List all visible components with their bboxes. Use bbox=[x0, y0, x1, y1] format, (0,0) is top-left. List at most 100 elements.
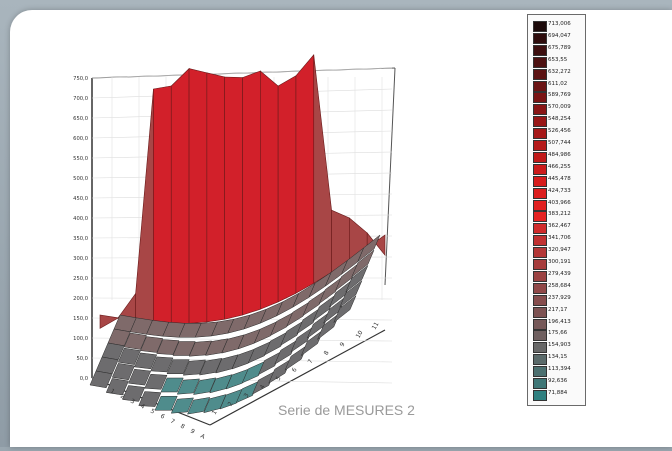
surface-patch bbox=[170, 397, 194, 414]
legend-label: 548,254 bbox=[548, 116, 571, 123]
y-tick-label: 2 bbox=[119, 393, 126, 401]
surface-patch bbox=[296, 308, 320, 335]
surface-patch bbox=[138, 391, 162, 407]
legend-entry: 713,006 bbox=[533, 20, 583, 32]
x-tick-label: 4 bbox=[259, 384, 267, 391]
y-tick-label: 5 bbox=[149, 408, 156, 416]
legend-label: 300,191 bbox=[548, 259, 571, 265]
legend-swatch bbox=[533, 318, 547, 330]
legend-label: 71,884 bbox=[548, 389, 568, 396]
legend-label: 713,006 bbox=[548, 21, 571, 27]
legend-entry: 175,66 bbox=[533, 329, 583, 342]
legend-label: 694,047 bbox=[548, 32, 571, 39]
legend-entry: 589,769 bbox=[533, 91, 583, 104]
surface-patch bbox=[263, 331, 288, 356]
surface-patch bbox=[135, 88, 154, 323]
legend-label: 92,636 bbox=[548, 378, 568, 384]
legend-label: 154,903 bbox=[548, 342, 571, 349]
legend-label: 526,456 bbox=[548, 128, 571, 135]
surface-patch bbox=[187, 397, 211, 415]
back-right-edge bbox=[384, 67, 396, 286]
legend-label: 134,15 bbox=[548, 354, 568, 361]
legend-swatch bbox=[533, 211, 547, 223]
surface-patch bbox=[105, 378, 129, 396]
legend-label: 484,986 bbox=[548, 151, 571, 158]
legend-label: 217,17 bbox=[548, 306, 568, 313]
legend-entry: 403,966 bbox=[533, 199, 583, 211]
z-tick-label: 350,0 bbox=[73, 236, 88, 242]
legend-entry: 258,684 bbox=[533, 282, 583, 294]
legend-entry: 134,15 bbox=[533, 353, 583, 366]
legend-swatch bbox=[533, 21, 547, 32]
legend-swatch bbox=[533, 140, 547, 151]
legend-label: 341,706 bbox=[548, 235, 571, 242]
legend-swatch bbox=[533, 306, 547, 318]
z-tick-label: 200,0 bbox=[73, 296, 88, 302]
surface-patch bbox=[286, 301, 310, 327]
legend-entry: 196,413 bbox=[533, 318, 583, 330]
surface-patch bbox=[140, 336, 164, 353]
surface-patch bbox=[295, 53, 315, 294]
y-tick-label: 1 bbox=[109, 388, 116, 396]
legend-label: 570,009 bbox=[548, 104, 571, 111]
surface-patch bbox=[111, 363, 135, 381]
surface-patch bbox=[290, 326, 314, 353]
legend-label: 196,413 bbox=[548, 318, 571, 325]
z-tick-label: 600,0 bbox=[73, 136, 88, 142]
z-tick-label: 650,0 bbox=[73, 116, 88, 122]
z-tick-label: 750,0 bbox=[73, 76, 88, 82]
surface-patch bbox=[318, 276, 343, 305]
surface-patch bbox=[193, 377, 217, 395]
legend-entry: 611,02 bbox=[533, 80, 583, 92]
surface-patch bbox=[313, 54, 332, 284]
y-tick-label: 7 bbox=[169, 418, 176, 426]
chart-title: Serie de MESURES 2 bbox=[278, 402, 415, 418]
legend-label: 237,929 bbox=[548, 294, 571, 301]
y-tick-label: 9 bbox=[189, 428, 196, 436]
legend-label: 320,947 bbox=[548, 247, 571, 254]
legend-label: 675,789 bbox=[548, 44, 571, 51]
legend-entry: 154,903 bbox=[533, 341, 583, 354]
surface-patch bbox=[260, 70, 279, 310]
legend-label: 589,769 bbox=[548, 92, 571, 99]
legend-entry: 675,789 bbox=[533, 44, 583, 56]
x-tick-label: 10 bbox=[355, 329, 365, 339]
surface-patch bbox=[199, 357, 223, 376]
legend-swatch bbox=[533, 151, 547, 163]
legend-entry: 217,17 bbox=[533, 306, 583, 318]
y-tick-label: A bbox=[199, 433, 207, 442]
legend-entry: 466,255 bbox=[533, 163, 583, 175]
surface-patch bbox=[89, 370, 113, 389]
surface-patch bbox=[156, 339, 180, 355]
surface-patch bbox=[225, 368, 249, 390]
surface-patch bbox=[300, 328, 325, 357]
legend-swatch bbox=[533, 56, 547, 68]
surface-patch bbox=[144, 373, 168, 390]
surface-patch bbox=[251, 370, 276, 395]
surface-patch bbox=[274, 339, 298, 365]
surface-patch bbox=[153, 85, 172, 324]
legend-entry: 632,272 bbox=[533, 68, 583, 80]
legend-entry: 300,191 bbox=[533, 258, 583, 270]
surface-patch bbox=[253, 321, 277, 344]
surface-patch bbox=[123, 332, 147, 350]
legend-entry: 279,439 bbox=[533, 270, 583, 282]
legend-entry: 570,009 bbox=[533, 103, 583, 116]
legend-entry: 694,047 bbox=[533, 32, 583, 44]
legend-label: 383,212 bbox=[548, 211, 571, 218]
legend-entry: 320,947 bbox=[533, 246, 583, 259]
legend-swatch bbox=[533, 32, 547, 44]
x-tick-label: 8 bbox=[323, 350, 331, 357]
surface-patch bbox=[366, 232, 386, 257]
surface-patch bbox=[247, 341, 271, 364]
legend-swatch bbox=[533, 80, 547, 92]
legend-entry: 507,744 bbox=[533, 139, 583, 151]
legend-entry: 383,212 bbox=[533, 210, 583, 223]
y-tick-label: 8 bbox=[179, 423, 186, 431]
surface-patch bbox=[333, 295, 357, 323]
gridline bbox=[91, 67, 393, 79]
surface-patch bbox=[302, 289, 326, 317]
legend-swatch bbox=[533, 104, 547, 116]
